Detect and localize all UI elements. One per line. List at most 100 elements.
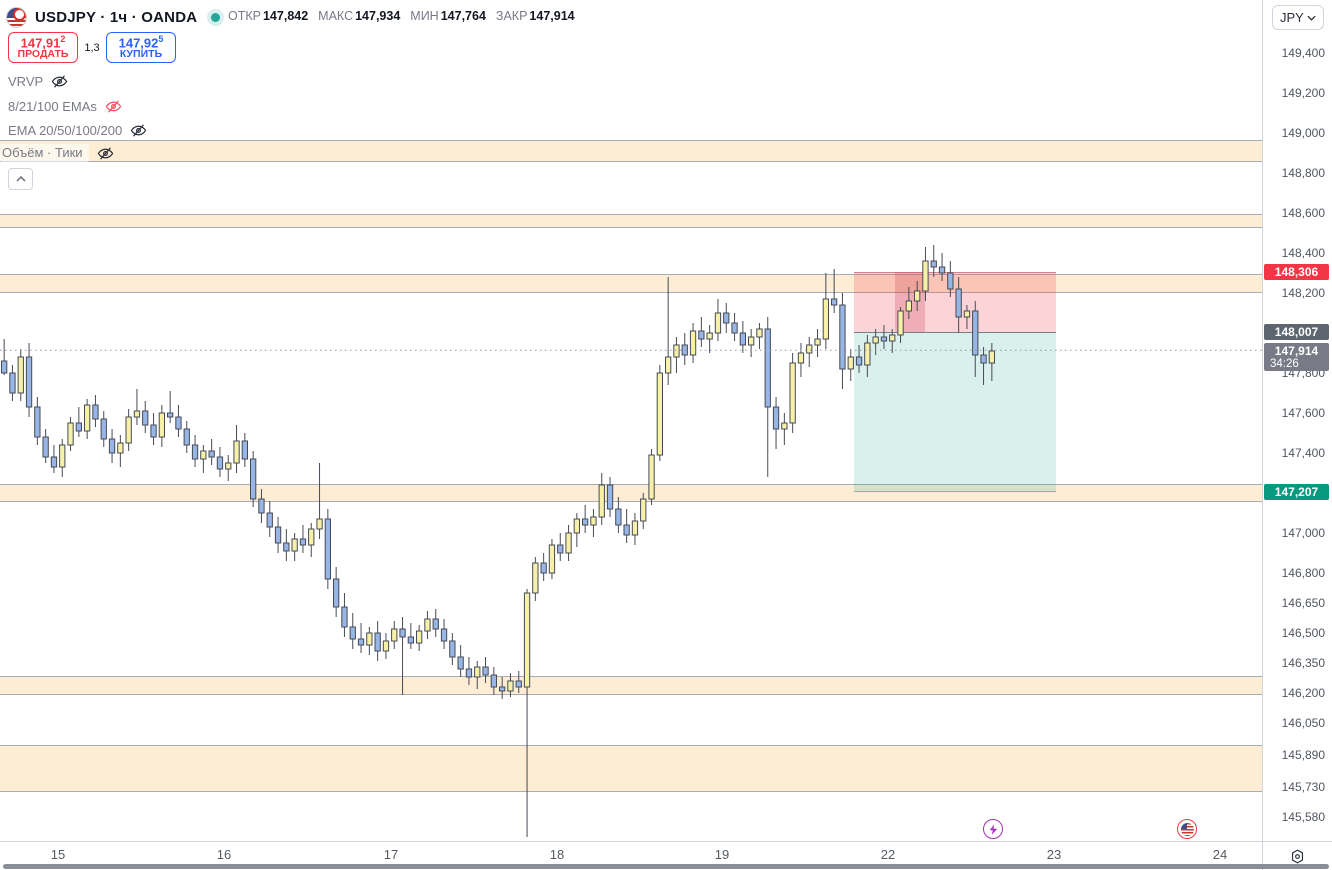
time-tick-label: 18 (549, 847, 565, 862)
price-tick-label: 145,580 (1281, 810, 1325, 824)
position-profit-area (854, 331, 1056, 492)
price-tick-label: 146,500 (1281, 626, 1325, 640)
candle-down (698, 330, 705, 340)
candle-up (689, 330, 697, 356)
candle-down (490, 674, 498, 688)
candle-down (208, 450, 215, 458)
candle-down (499, 686, 506, 692)
eye-off-icon[interactable] (97, 145, 114, 162)
candle-up (656, 372, 664, 456)
candle-up (963, 310, 971, 318)
axis-settings-icon[interactable] (1289, 848, 1306, 865)
buy-button[interactable]: 147,925 КУПИТЬ (106, 32, 176, 63)
eye-off-icon[interactable] (51, 73, 68, 90)
candle-down (930, 260, 937, 268)
time-tick-label: 24 (1212, 847, 1228, 862)
ohlc-high: МАКС 147,934 (318, 9, 401, 23)
candle-down (764, 328, 771, 408)
candle-down (399, 628, 406, 638)
candle-up (864, 342, 871, 366)
symbol-header: USDJPY · 1ч · OANDA (6, 5, 221, 29)
price-tick-label: 149,400 (1281, 46, 1325, 60)
market-open-dot-icon[interactable] (211, 12, 221, 22)
us-flag-event-icon[interactable] (1177, 819, 1197, 839)
candle-up (847, 356, 854, 370)
horizontal-zone (0, 676, 1262, 695)
indicator-row-volume-ticks[interactable]: Объём · Тики (0, 143, 114, 163)
candle-up (548, 544, 556, 574)
candle-down (457, 656, 464, 670)
price-axis[interactable]: JPY 149,400 149,200 149,000 148,800 148,600 1… (1262, 0, 1332, 841)
candle-down (515, 680, 522, 688)
candle-up (598, 484, 605, 518)
candle-down (855, 356, 863, 366)
candle-down (357, 638, 365, 646)
take-profit-price-label: 147,207 (1264, 483, 1329, 500)
candle-down (34, 406, 41, 438)
price-tick-label: 146,650 (1281, 596, 1325, 610)
candle-down (606, 484, 614, 510)
candle-up (316, 518, 323, 530)
candle-up (125, 416, 132, 444)
price-tick-label: 148,600 (1281, 206, 1325, 220)
price-tick-label: 146,200 (1281, 686, 1325, 700)
candle-down (947, 272, 954, 290)
chart-canvas[interactable] (0, 0, 1262, 841)
candle-down (440, 628, 448, 642)
candle-up (631, 520, 639, 536)
price-tick-label: 149,000 (1281, 126, 1325, 140)
usdjpy-flag-icon (6, 6, 27, 28)
indicator-row-vrvp[interactable]: VRVP (8, 72, 68, 90)
lightning-event-icon[interactable] (983, 819, 1003, 839)
candle-down (142, 410, 149, 426)
indicator-row-ema-20-50-100-200[interactable]: EMA 20/50/100/200 (8, 121, 147, 139)
price-tick-label: 147,600 (1281, 406, 1325, 420)
stop-loss-price-label: 148,306 (1264, 263, 1329, 280)
candle-down (739, 332, 747, 346)
candle-up (914, 290, 921, 302)
ohlc-close: ЗАКР 147,914 (495, 9, 575, 23)
ohlc-low: МИН 147,764 (410, 9, 486, 23)
time-axis[interactable]: 15 16 17 18 19 22 23 24 (0, 841, 1262, 865)
candle-up (507, 680, 514, 692)
candle-up (308, 528, 315, 546)
candle-up (781, 422, 788, 430)
bar-countdown: 34:26 (1270, 358, 1299, 371)
candle-down (341, 606, 348, 628)
candle-down (108, 438, 116, 454)
collapse-panel-button[interactable] (8, 168, 33, 190)
candle-up (897, 310, 904, 336)
candle-up (748, 336, 755, 346)
candlestick-series (0, 245, 1262, 837)
candle-up (416, 630, 423, 644)
candle-down (432, 618, 439, 630)
sell-button[interactable]: 147,912 ПРОДАТЬ (8, 32, 78, 63)
ohlc-row: ОТКР 147,842 МАКС 147,934 МИН 147,764 ЗА… (228, 9, 575, 23)
candle-down (274, 526, 282, 544)
candle-up (474, 666, 481, 678)
candle-down (955, 288, 962, 318)
candle-up (988, 350, 996, 364)
candle-up (648, 454, 655, 500)
candle-down (723, 312, 730, 324)
candle-up (84, 404, 91, 432)
candle-up (872, 336, 879, 344)
eye-off-icon[interactable] (130, 122, 147, 139)
candle-up (797, 352, 805, 364)
candle-down (241, 440, 248, 460)
candle-down (938, 266, 946, 274)
time-tick-label: 23 (1046, 847, 1062, 862)
candle-up (200, 450, 207, 460)
candle-up (67, 422, 74, 446)
eye-off-icon[interactable] (105, 98, 122, 115)
horizontal-zone (0, 214, 1262, 228)
indicator-row-emas[interactable]: 8/21/100 EMAs (8, 97, 122, 115)
candle-down (980, 354, 987, 364)
candle-down (50, 456, 58, 468)
candle-down (333, 578, 340, 608)
candle-up (889, 334, 896, 342)
candle-up (424, 618, 431, 632)
currency-selector-button[interactable]: JPY (1272, 5, 1324, 30)
symbol-title[interactable]: USDJPY · 1ч · OANDA (35, 8, 198, 26)
horizontal-scrollbar[interactable] (3, 864, 1329, 869)
